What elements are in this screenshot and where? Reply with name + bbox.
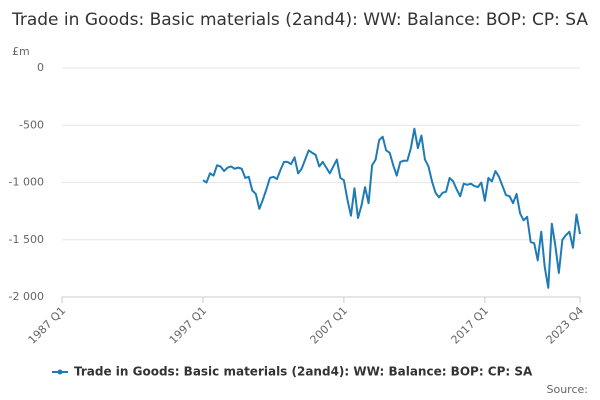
x-tick-label: 2007 Q1	[308, 304, 351, 347]
legend-marker	[57, 369, 63, 375]
y-tick-label: -2 000	[9, 290, 44, 303]
x-tick-label: 2023 Q4	[544, 304, 587, 347]
series-line	[202, 127, 581, 289]
source: Source:	[547, 383, 589, 396]
x-tick-label: 1997 Q1	[167, 304, 210, 347]
x-tick-label: 2017 Q1	[449, 304, 492, 347]
y-axis-label: £m	[12, 45, 30, 58]
y-tick-label: -500	[19, 118, 44, 131]
x-tick-label: 1987 Q1	[26, 304, 69, 347]
y-tick-label: 0	[37, 61, 44, 74]
y-tick-label: -1 500	[9, 233, 44, 246]
chart-title: Trade in Goods: Basic materials (2and4):…	[11, 10, 588, 30]
y-tick-label: -1 000	[9, 176, 44, 189]
legend-label: Trade in Goods: Basic materials (2and4):…	[74, 365, 533, 379]
